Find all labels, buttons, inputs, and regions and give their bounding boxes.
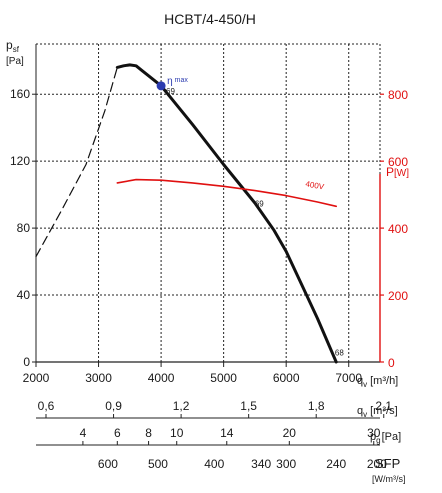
efficiency-label: 69 [166, 87, 175, 96]
scale-tick-label: 1,5 [240, 399, 257, 413]
y-left-axis-label: psf [Pa] [6, 38, 24, 67]
eta-max-label: η max [167, 76, 188, 87]
sfp-tick-label: 400 [204, 457, 224, 471]
scale-tick-label: 20 [283, 426, 297, 440]
scale-m3s-subscript: v [363, 410, 367, 419]
y-left-tick-label: 40 [17, 288, 31, 302]
scale-tick-label: 30 [367, 426, 381, 440]
scale-pg: 4 6 8 10 14 20 30 [36, 426, 381, 446]
y-left-tick-labels: 0 40 80 120 160 [10, 87, 36, 369]
scale-pg-unit: [Pa] [382, 431, 402, 443]
sfp-tick-label: 600 [98, 457, 118, 471]
scale-tick-label: 8 [145, 426, 152, 440]
x-axis-symbol: q [357, 375, 363, 387]
y-right-tick-labels: 0 200 400 600 800 [380, 88, 408, 370]
scale-sfp: 600 500 400 340 300 240 200 [98, 457, 387, 471]
x-tick-label: 2000 [23, 371, 50, 385]
y-right-tick-label: 400 [388, 222, 408, 236]
x-tick-label: 6000 [273, 371, 300, 385]
series-pressure-dashed [35, 66, 118, 258]
y-right-tick-label: 600 [388, 155, 408, 169]
scale-tick-label: 10 [170, 426, 184, 440]
svg-text:P[W]: P[W] [386, 165, 409, 179]
scale-tick-label: 1,8 [308, 399, 325, 413]
y-left-subscript: sf [13, 45, 20, 54]
y-right-symbol: P [386, 165, 394, 179]
sfp-tick-label: 200 [367, 457, 387, 471]
scale-pg-subscript: g [376, 436, 380, 445]
scale-tick-label: 4 [80, 426, 87, 440]
scale-tick-label: 14 [220, 426, 234, 440]
y-left-tick-label: 0 [23, 355, 30, 369]
series-power [116, 178, 337, 208]
scale-m3s-symbol: q [357, 405, 363, 417]
y-right-tick-label: 200 [388, 289, 408, 303]
x-axis-label: qv [m³/h] [357, 375, 398, 389]
scale-tick-label: 0,9 [105, 399, 122, 413]
series-pressure-solid [115, 63, 338, 364]
scale-m3s-unit: [m³/s] [370, 405, 398, 417]
scale-tick-label: 2,1 [375, 399, 392, 413]
y-right-tick-label: 0 [388, 356, 395, 370]
y-right-unit: [W] [394, 168, 409, 179]
chart-title: HCBT/4-450/H [164, 11, 256, 27]
x-tick-label: 3000 [85, 371, 112, 385]
x-axis-m3h: 2000 3000 4000 5000 6000 7000 [23, 362, 362, 385]
scale-tick-label: 6 [114, 426, 121, 440]
scale-m3s: 0,6 0,9 1,2 1,5 1,8 2,1 [36, 399, 392, 419]
grid-lines [35, 43, 381, 363]
scale-pg-label: pg[Pa] [370, 431, 401, 445]
y-left-unit: [Pa] [6, 56, 24, 67]
sfp-tick-label: 300 [276, 457, 296, 471]
x-tick-label: 5000 [210, 371, 237, 385]
scale-pg-symbol: p [370, 431, 376, 443]
x-axis-unit: [m³/h] [370, 375, 398, 387]
sfp-tick-label: 240 [326, 457, 346, 471]
scale-m3s-label: qv [m³/s] [357, 405, 398, 419]
scale-tick-label: 1,2 [173, 399, 190, 413]
y-right-axis-label: P[W] [386, 165, 409, 179]
scale-sfp-label: SFP [375, 456, 400, 471]
y-left-tick-label: 160 [10, 87, 30, 101]
y-right-tick-label: 800 [388, 88, 408, 102]
efficiency-label: 68 [335, 348, 344, 357]
eta-max-marker [156, 81, 166, 91]
sfp-tick-label: 500 [148, 457, 168, 471]
y-left-symbol: p [6, 38, 13, 52]
y-left-tick-label: 80 [17, 221, 31, 235]
sfp-tick-label: 340 [251, 457, 271, 471]
x-tick-label: 4000 [148, 371, 175, 385]
scale-tick-label: 0,6 [38, 399, 55, 413]
y-left-tick-label: 120 [10, 154, 30, 168]
x-axis-subscript: v [363, 380, 367, 389]
x-tick-label: 7000 [335, 371, 362, 385]
series-layer [35, 63, 338, 364]
scale-sfp-unit: [W/m³/s] [372, 474, 406, 484]
svg-text:psf: psf [6, 38, 20, 54]
power-curve-label: 400V [305, 179, 326, 191]
efficiency-label: 69 [255, 199, 264, 208]
